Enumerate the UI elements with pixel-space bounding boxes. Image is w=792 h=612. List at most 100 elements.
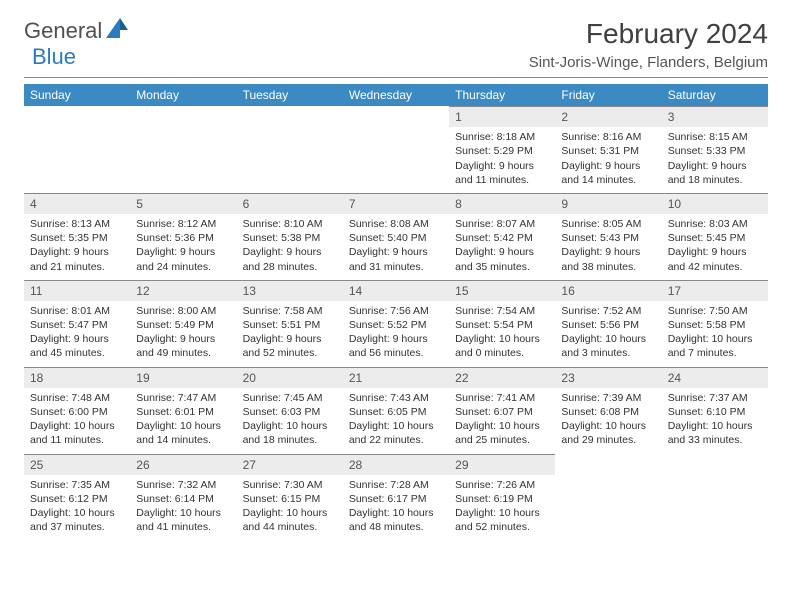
day-detail: Sunrise: 7:37 AMSunset: 6:10 PMDaylight:…: [662, 388, 768, 454]
empty-cell: [343, 106, 449, 193]
calendar-page: General February 2024 Sint-Joris-Winge, …: [0, 0, 792, 558]
day-detail: Sunrise: 8:10 AMSunset: 5:38 PMDaylight:…: [237, 214, 343, 280]
day-detail: Sunrise: 8:16 AMSunset: 5:31 PMDaylight:…: [555, 127, 661, 193]
day-number: 27: [237, 455, 343, 475]
logo-text-2: Blue: [32, 44, 76, 70]
day-cell: 14Sunrise: 7:56 AMSunset: 5:52 PMDayligh…: [343, 280, 449, 367]
day-cell: 11Sunrise: 8:01 AMSunset: 5:47 PMDayligh…: [24, 280, 130, 367]
day-cell: 25Sunrise: 7:35 AMSunset: 6:12 PMDayligh…: [24, 454, 130, 541]
day-number: 17: [662, 281, 768, 301]
day-number: 2: [555, 107, 661, 127]
day-detail: Sunrise: 7:43 AMSunset: 6:05 PMDaylight:…: [343, 388, 449, 454]
day-number: 9: [555, 194, 661, 214]
day-cell: 1Sunrise: 8:18 AMSunset: 5:29 PMDaylight…: [449, 106, 555, 193]
title-block: February 2024 Sint-Joris-Winge, Flanders…: [529, 18, 768, 71]
day-number: 4: [24, 194, 130, 214]
location-subtitle: Sint-Joris-Winge, Flanders, Belgium: [529, 54, 768, 71]
day-number: 1: [449, 107, 555, 127]
day-number: 13: [237, 281, 343, 301]
empty-cell: [24, 106, 130, 193]
day-number: 3: [662, 107, 768, 127]
day-cell: 28Sunrise: 7:28 AMSunset: 6:17 PMDayligh…: [343, 454, 449, 541]
logo-triangle-icon: [106, 18, 128, 44]
day-of-week-header: Monday: [130, 84, 236, 106]
logo-text-1: General: [24, 18, 102, 44]
day-number: 14: [343, 281, 449, 301]
day-number: 28: [343, 455, 449, 475]
day-cell: 2Sunrise: 8:16 AMSunset: 5:31 PMDaylight…: [555, 106, 661, 193]
day-of-week-header: Saturday: [662, 84, 768, 106]
day-number: 22: [449, 368, 555, 388]
day-number: 6: [237, 194, 343, 214]
day-detail: Sunrise: 7:58 AMSunset: 5:51 PMDaylight:…: [237, 301, 343, 367]
day-cell: 19Sunrise: 7:47 AMSunset: 6:01 PMDayligh…: [130, 367, 236, 454]
day-cell: 23Sunrise: 7:39 AMSunset: 6:08 PMDayligh…: [555, 367, 661, 454]
day-number: 15: [449, 281, 555, 301]
header: General February 2024 Sint-Joris-Winge, …: [24, 18, 768, 78]
day-detail: Sunrise: 7:50 AMSunset: 5:58 PMDaylight:…: [662, 301, 768, 367]
day-of-week-header: Thursday: [449, 84, 555, 106]
day-cell: 21Sunrise: 7:43 AMSunset: 6:05 PMDayligh…: [343, 367, 449, 454]
day-detail: Sunrise: 7:52 AMSunset: 5:56 PMDaylight:…: [555, 301, 661, 367]
day-cell: 26Sunrise: 7:32 AMSunset: 6:14 PMDayligh…: [130, 454, 236, 541]
day-number: 29: [449, 455, 555, 475]
day-cell: 6Sunrise: 8:10 AMSunset: 5:38 PMDaylight…: [237, 193, 343, 280]
day-detail: Sunrise: 7:30 AMSunset: 6:15 PMDaylight:…: [237, 475, 343, 541]
day-cell: 29Sunrise: 7:26 AMSunset: 6:19 PMDayligh…: [449, 454, 555, 541]
day-detail: Sunrise: 7:48 AMSunset: 6:00 PMDaylight:…: [24, 388, 130, 454]
day-cell: 3Sunrise: 8:15 AMSunset: 5:33 PMDaylight…: [662, 106, 768, 193]
day-detail: Sunrise: 7:32 AMSunset: 6:14 PMDaylight:…: [130, 475, 236, 541]
day-number: 23: [555, 368, 661, 388]
day-number: 5: [130, 194, 236, 214]
day-cell: 17Sunrise: 7:50 AMSunset: 5:58 PMDayligh…: [662, 280, 768, 367]
day-of-week-header: Sunday: [24, 84, 130, 106]
day-detail: Sunrise: 7:47 AMSunset: 6:01 PMDaylight:…: [130, 388, 236, 454]
day-cell: 22Sunrise: 7:41 AMSunset: 6:07 PMDayligh…: [449, 367, 555, 454]
day-cell: 7Sunrise: 8:08 AMSunset: 5:40 PMDaylight…: [343, 193, 449, 280]
day-cell: 13Sunrise: 7:58 AMSunset: 5:51 PMDayligh…: [237, 280, 343, 367]
day-cell: 15Sunrise: 7:54 AMSunset: 5:54 PMDayligh…: [449, 280, 555, 367]
day-number: 21: [343, 368, 449, 388]
day-number: 20: [237, 368, 343, 388]
month-title: February 2024: [529, 18, 768, 50]
day-number: 10: [662, 194, 768, 214]
day-number: 7: [343, 194, 449, 214]
day-of-week-header: Friday: [555, 84, 661, 106]
day-detail: Sunrise: 8:07 AMSunset: 5:42 PMDaylight:…: [449, 214, 555, 280]
day-number: 19: [130, 368, 236, 388]
day-detail: Sunrise: 7:28 AMSunset: 6:17 PMDaylight:…: [343, 475, 449, 541]
day-cell: 9Sunrise: 8:05 AMSunset: 5:43 PMDaylight…: [555, 193, 661, 280]
day-detail: Sunrise: 8:00 AMSunset: 5:49 PMDaylight:…: [130, 301, 236, 367]
day-detail: Sunrise: 8:13 AMSunset: 5:35 PMDaylight:…: [24, 214, 130, 280]
day-number: 11: [24, 281, 130, 301]
day-detail: Sunrise: 8:12 AMSunset: 5:36 PMDaylight:…: [130, 214, 236, 280]
day-detail: Sunrise: 7:54 AMSunset: 5:54 PMDaylight:…: [449, 301, 555, 367]
day-detail: Sunrise: 8:08 AMSunset: 5:40 PMDaylight:…: [343, 214, 449, 280]
day-number: 12: [130, 281, 236, 301]
empty-cell: [237, 106, 343, 193]
day-number: 8: [449, 194, 555, 214]
day-cell: 12Sunrise: 8:00 AMSunset: 5:49 PMDayligh…: [130, 280, 236, 367]
day-detail: Sunrise: 8:05 AMSunset: 5:43 PMDaylight:…: [555, 214, 661, 280]
day-detail: Sunrise: 8:15 AMSunset: 5:33 PMDaylight:…: [662, 127, 768, 193]
day-detail: Sunrise: 7:41 AMSunset: 6:07 PMDaylight:…: [449, 388, 555, 454]
calendar-grid: SundayMondayTuesdayWednesdayThursdayFrid…: [24, 84, 768, 540]
day-cell: 18Sunrise: 7:48 AMSunset: 6:00 PMDayligh…: [24, 367, 130, 454]
day-detail: Sunrise: 7:39 AMSunset: 6:08 PMDaylight:…: [555, 388, 661, 454]
day-cell: 20Sunrise: 7:45 AMSunset: 6:03 PMDayligh…: [237, 367, 343, 454]
day-detail: Sunrise: 7:35 AMSunset: 6:12 PMDaylight:…: [24, 475, 130, 541]
day-detail: Sunrise: 7:56 AMSunset: 5:52 PMDaylight:…: [343, 301, 449, 367]
day-detail: Sunrise: 8:01 AMSunset: 5:47 PMDaylight:…: [24, 301, 130, 367]
day-of-week-header: Tuesday: [237, 84, 343, 106]
day-of-week-header: Wednesday: [343, 84, 449, 106]
day-number: 18: [24, 368, 130, 388]
day-detail: Sunrise: 8:18 AMSunset: 5:29 PMDaylight:…: [449, 127, 555, 193]
logo: General: [24, 18, 129, 44]
day-cell: 8Sunrise: 8:07 AMSunset: 5:42 PMDaylight…: [449, 193, 555, 280]
day-cell: 27Sunrise: 7:30 AMSunset: 6:15 PMDayligh…: [237, 454, 343, 541]
day-detail: Sunrise: 8:03 AMSunset: 5:45 PMDaylight:…: [662, 214, 768, 280]
day-cell: 4Sunrise: 8:13 AMSunset: 5:35 PMDaylight…: [24, 193, 130, 280]
day-number: 26: [130, 455, 236, 475]
day-detail: Sunrise: 7:26 AMSunset: 6:19 PMDaylight:…: [449, 475, 555, 541]
day-number: 25: [24, 455, 130, 475]
